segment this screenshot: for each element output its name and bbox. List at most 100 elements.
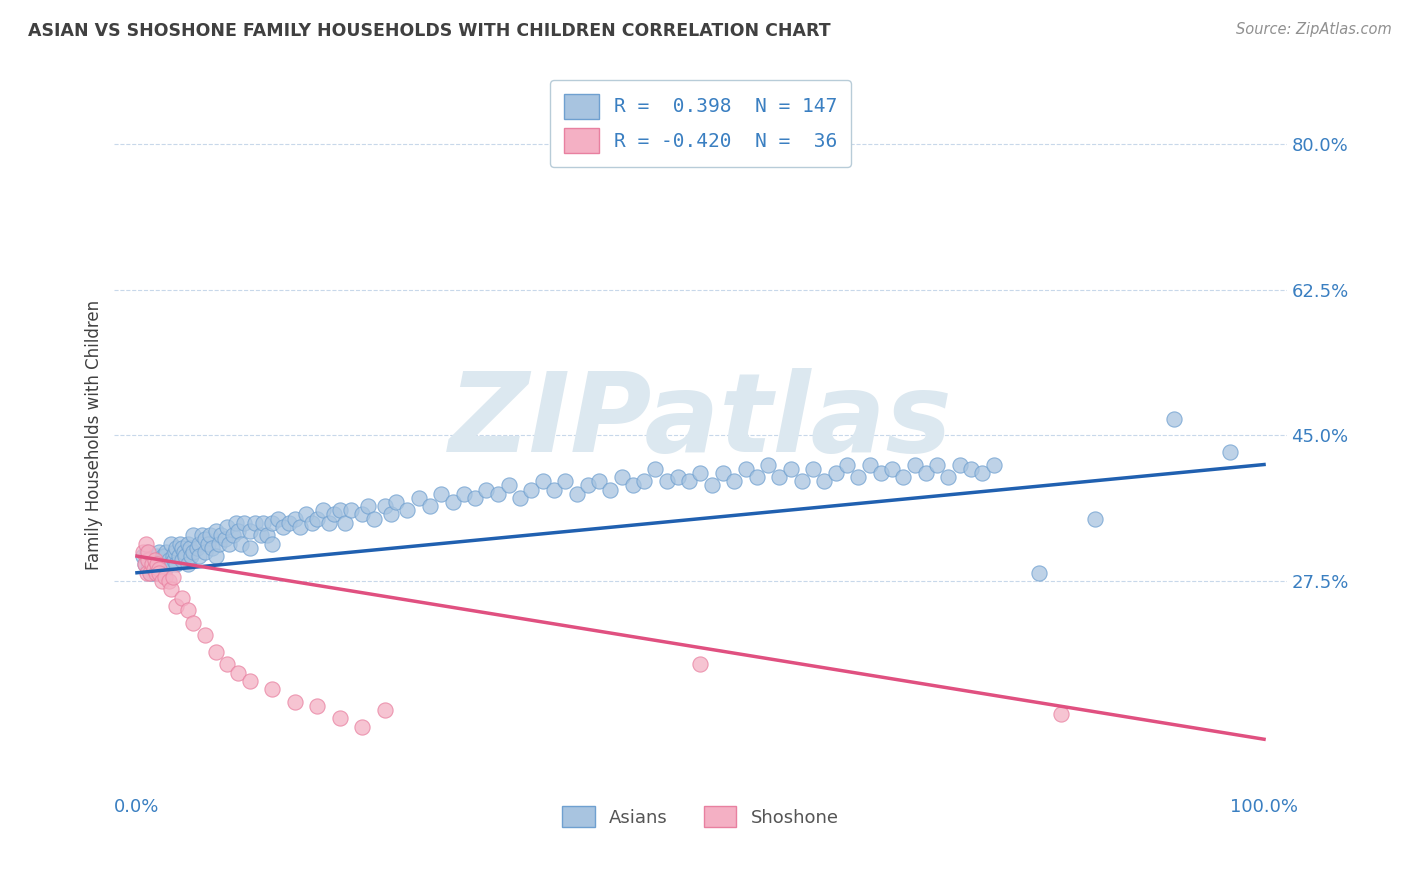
Point xyxy=(194,533,217,547)
Point xyxy=(141,558,163,572)
Point xyxy=(711,466,734,480)
Point xyxy=(307,698,329,713)
Point xyxy=(208,536,231,550)
Point xyxy=(155,545,177,559)
Point xyxy=(323,508,346,522)
Point xyxy=(143,558,166,572)
Point xyxy=(363,511,385,525)
Point xyxy=(239,541,262,555)
Point xyxy=(152,549,174,563)
Point xyxy=(153,558,176,572)
Point xyxy=(273,520,295,534)
Point xyxy=(225,516,247,530)
Point xyxy=(181,528,204,542)
Point xyxy=(278,516,301,530)
Point xyxy=(352,508,374,522)
Point xyxy=(329,503,352,517)
Point xyxy=(801,461,824,475)
Point xyxy=(153,561,176,575)
Point xyxy=(142,566,165,580)
Point xyxy=(157,574,180,588)
Point xyxy=(233,516,256,530)
Point xyxy=(222,528,245,542)
Point xyxy=(139,566,162,580)
Point xyxy=(307,511,329,525)
Point xyxy=(165,599,187,613)
Point xyxy=(893,470,915,484)
Point xyxy=(790,474,813,488)
Point xyxy=(419,499,441,513)
Text: ZIPatlas: ZIPatlas xyxy=(449,368,952,475)
Point xyxy=(176,558,198,572)
Point xyxy=(150,574,173,588)
Point xyxy=(218,536,240,550)
Point xyxy=(396,503,419,517)
Point xyxy=(174,549,197,563)
Point xyxy=(869,466,891,480)
Point xyxy=(1163,411,1185,425)
Point xyxy=(148,545,170,559)
Point xyxy=(173,545,195,559)
Point xyxy=(211,528,233,542)
Point xyxy=(169,536,191,550)
Point xyxy=(813,474,835,488)
Point xyxy=(176,536,198,550)
Point xyxy=(217,520,239,534)
Point xyxy=(150,553,173,567)
Point xyxy=(217,657,239,672)
Point xyxy=(543,483,565,497)
Point xyxy=(565,486,588,500)
Point xyxy=(1084,511,1107,525)
Point xyxy=(588,474,610,488)
Point xyxy=(165,558,187,572)
Point xyxy=(229,536,252,550)
Point xyxy=(228,665,250,680)
Point xyxy=(136,553,159,567)
Point xyxy=(146,558,169,572)
Point xyxy=(835,458,858,472)
Text: ASIAN VS SHOSHONE FAMILY HOUSEHOLDS WITH CHILDREN CORRELATION CHART: ASIAN VS SHOSHONE FAMILY HOUSEHOLDS WITH… xyxy=(28,22,831,40)
Point xyxy=(153,570,176,584)
Point xyxy=(131,549,153,563)
Point xyxy=(205,645,228,659)
Point xyxy=(520,483,543,497)
Point xyxy=(197,536,219,550)
Point xyxy=(723,474,745,488)
Point xyxy=(938,470,960,484)
Point xyxy=(655,474,678,488)
Point xyxy=(610,470,633,484)
Point xyxy=(880,461,903,475)
Point xyxy=(509,491,531,505)
Point xyxy=(621,478,644,492)
Point xyxy=(134,558,156,572)
Point xyxy=(239,524,262,538)
Point xyxy=(148,566,170,580)
Point xyxy=(141,558,163,572)
Point xyxy=(139,566,162,580)
Point xyxy=(165,541,187,555)
Point xyxy=(1050,707,1073,722)
Point xyxy=(666,470,689,484)
Point xyxy=(846,470,869,484)
Point xyxy=(644,461,666,475)
Point xyxy=(157,558,180,572)
Point xyxy=(498,478,520,492)
Point xyxy=(745,470,768,484)
Point xyxy=(374,499,396,513)
Point xyxy=(187,536,209,550)
Point xyxy=(148,558,170,572)
Point xyxy=(181,615,204,630)
Point xyxy=(374,703,396,717)
Point xyxy=(599,483,621,497)
Point xyxy=(858,458,880,472)
Point xyxy=(146,549,169,563)
Point xyxy=(135,536,157,550)
Point xyxy=(153,549,176,563)
Point xyxy=(464,491,486,505)
Point xyxy=(250,528,273,542)
Point xyxy=(430,486,453,500)
Point xyxy=(205,549,228,563)
Point xyxy=(228,524,250,538)
Point xyxy=(262,516,284,530)
Y-axis label: Family Households with Children: Family Households with Children xyxy=(86,301,103,571)
